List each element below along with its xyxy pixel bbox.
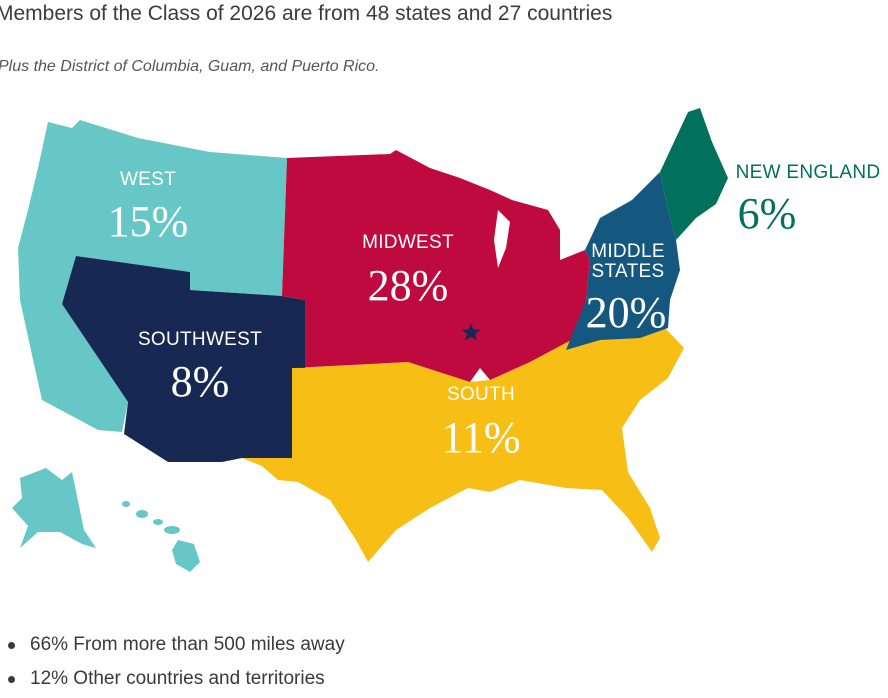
south-label: SOUTH [447, 384, 515, 405]
new-england-percent: 6% [738, 189, 797, 238]
region-south [242, 328, 684, 562]
middle-states-percent: 20% [586, 288, 667, 337]
region-alaska [12, 468, 96, 548]
page-subtitle: Plus the District of Columbia, Guam, and… [0, 58, 380, 75]
midwest-percent: 28% [368, 261, 449, 310]
new-england-label: NEW ENGLAND [736, 162, 881, 183]
list-item: 66% From more than 500 miles away [8, 630, 345, 664]
west-label: WEST [120, 169, 176, 190]
midwest-label: MIDWEST [362, 232, 454, 253]
west-percent: 15% [108, 197, 189, 246]
region-hawaii [122, 501, 200, 572]
stats-list: 66% From more than 500 miles away 12% Ot… [8, 630, 345, 698]
region-west [18, 120, 287, 432]
middle-states-label-line1: MIDDLE [591, 241, 665, 262]
middle-states-label-line2: STATES [592, 261, 665, 282]
southwest-label: SOUTHWEST [138, 329, 262, 350]
page-title: Members of the Class of 2026 are from 48… [0, 2, 613, 25]
region-middle-states [566, 172, 680, 350]
southwest-percent: 8% [171, 357, 230, 406]
star-icon [461, 323, 481, 341]
region-new-england [660, 108, 728, 240]
us-regions-map: WEST 15% SOUTHWEST 8% MIDWEST 28% SOUTH … [12, 108, 881, 572]
south-percent: 11% [441, 413, 520, 462]
region-southwest [62, 256, 305, 462]
lake-michigan [494, 210, 510, 268]
region-midwest [282, 150, 590, 382]
list-item: 12% Other countries and territories [8, 664, 345, 698]
